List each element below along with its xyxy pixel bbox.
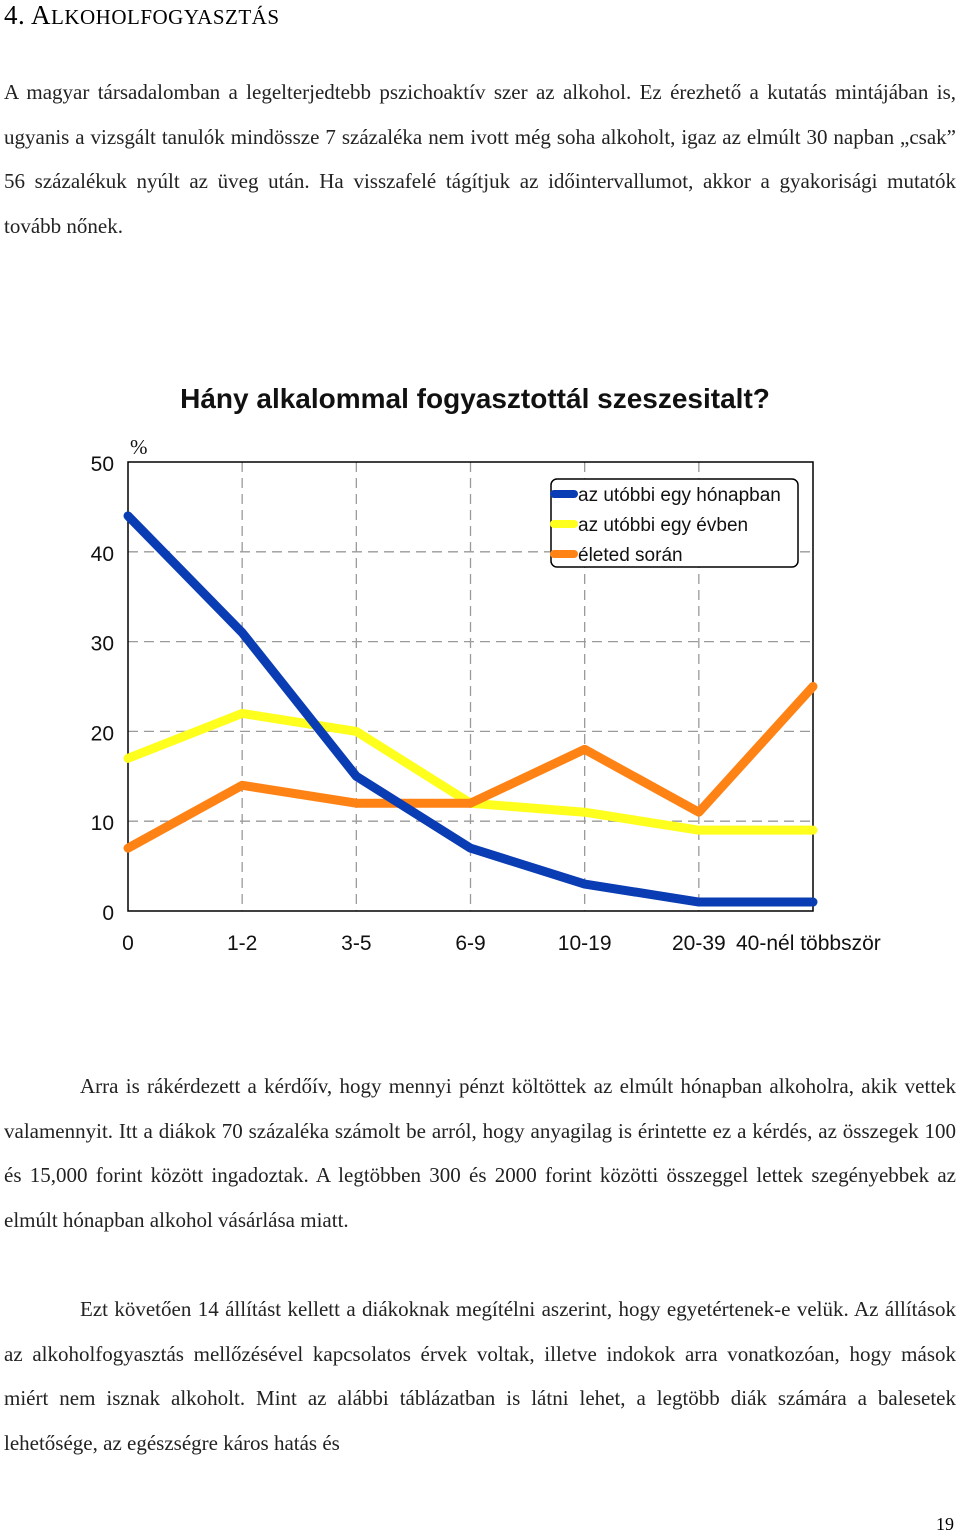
y-tick-label: 0 bbox=[102, 902, 114, 925]
x-tick-label: 0 bbox=[122, 932, 134, 955]
section-title-initial: A bbox=[31, 0, 52, 30]
legend-label: az utóbbi egy hónapban bbox=[578, 485, 781, 506]
intro-paragraph: A magyar társadalomban a legelterjedtebb… bbox=[4, 80, 956, 238]
spending-paragraph: Arra is rákérdezett a kérdőív, hogy menn… bbox=[4, 1074, 956, 1232]
y-tick-label: 50 bbox=[91, 453, 114, 476]
legend-label: életed során bbox=[578, 545, 683, 566]
chart-legend: az utóbbi egy hónapban az utóbbi egy évbe… bbox=[550, 478, 799, 568]
x-tick-label: 1-2 bbox=[227, 932, 257, 955]
statements-paragraph: Ezt követően 14 állítást kellett a diáko… bbox=[4, 1297, 956, 1455]
y-tick-label: 20 bbox=[91, 722, 114, 745]
line-chart: 0 10 20 30 40 50 0 1-2 3-5 6-9 10-19 20-39 40-nél tö… bbox=[91, 383, 881, 955]
x-tick-label: 40-nél többször bbox=[736, 932, 881, 955]
legend-label: az utóbbi egy évben bbox=[578, 515, 748, 536]
chart-title: Hány alkalommal fogyasztottál szeszesita… bbox=[180, 383, 770, 414]
series-line bbox=[123, 682, 818, 853]
y-axis-unit-label: % bbox=[130, 435, 148, 459]
x-tick-label: 10-19 bbox=[558, 932, 612, 955]
page-number: 19 bbox=[936, 1514, 954, 1534]
axis-ticks: 0 10 20 30 40 50 0 1-2 3-5 6-9 10-19 20-39 40-nél tö… bbox=[91, 453, 881, 955]
y-tick-label: 30 bbox=[91, 633, 114, 656]
chart-grid bbox=[128, 462, 813, 911]
x-tick-label: 6-9 bbox=[455, 932, 485, 955]
x-tick-label: 3-5 bbox=[341, 932, 371, 955]
x-tick-label: 20-39 bbox=[672, 932, 726, 955]
y-tick-label: 10 bbox=[91, 812, 114, 835]
series-line bbox=[123, 511, 818, 907]
section-number: 4. bbox=[4, 0, 26, 30]
y-tick-label: 40 bbox=[91, 543, 114, 566]
section-title-rest: LKOHOLFOGYASZTÁS bbox=[51, 5, 280, 29]
chart-series bbox=[123, 511, 818, 907]
section-heading: 4. ALKOHOLFOGYASZTÁS bbox=[4, 0, 280, 31]
